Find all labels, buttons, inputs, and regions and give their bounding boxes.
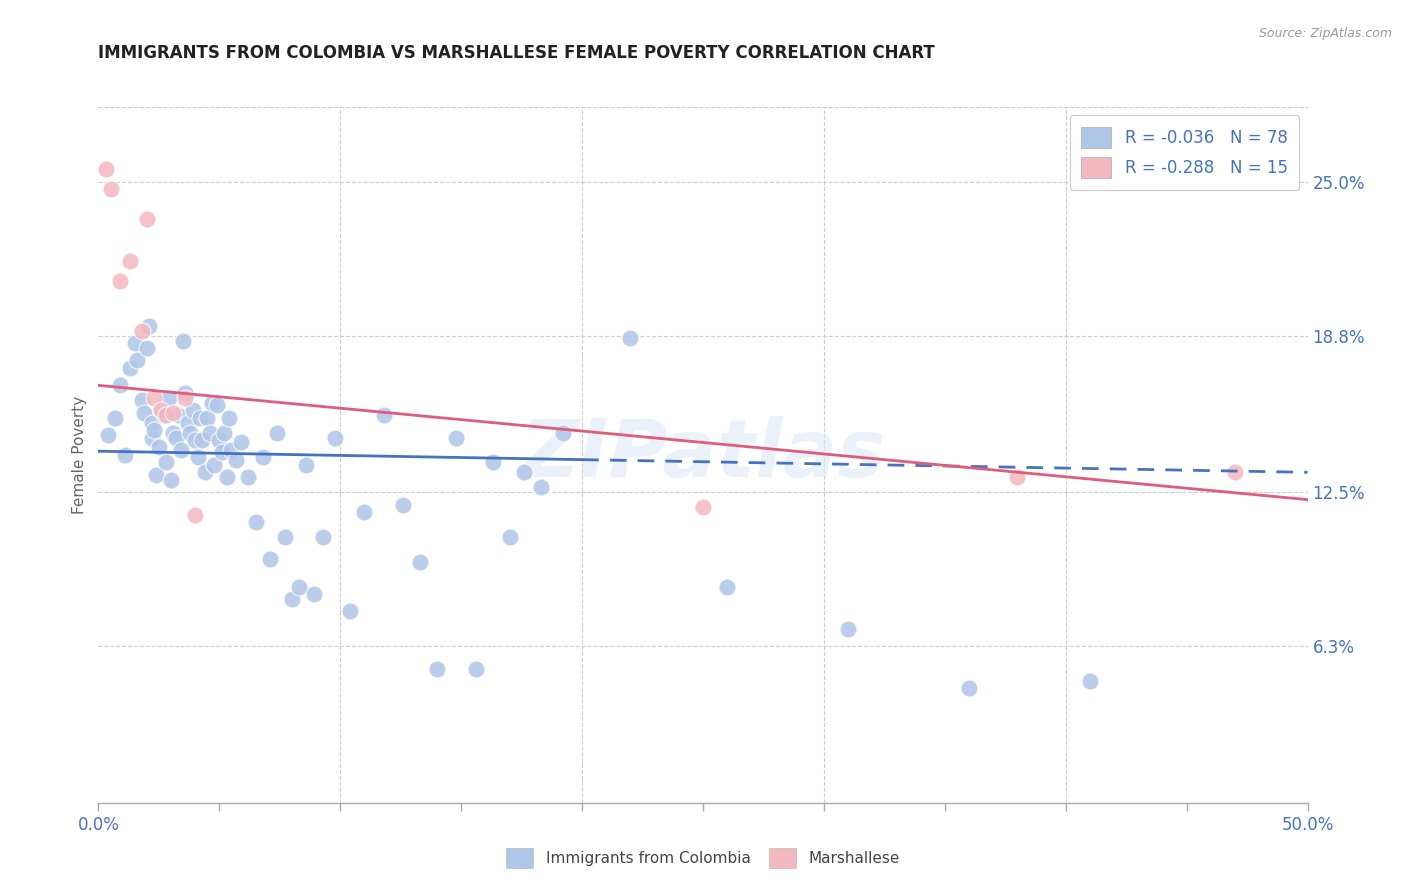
Point <box>211 445 233 459</box>
Point <box>273 530 295 544</box>
Point <box>150 403 173 417</box>
Point <box>150 403 173 417</box>
Point <box>208 433 231 447</box>
Point <box>259 552 281 566</box>
Point <box>409 555 432 569</box>
Point <box>152 408 174 422</box>
Point <box>325 431 347 445</box>
Point <box>145 467 167 482</box>
Point <box>135 211 157 226</box>
Point <box>141 431 163 445</box>
Point <box>104 410 127 425</box>
Y-axis label: Female Poverty: Female Poverty <box>72 396 87 514</box>
Point <box>162 425 184 440</box>
Point <box>148 441 170 455</box>
Point <box>94 162 117 177</box>
Point <box>312 530 335 544</box>
Point <box>302 587 325 601</box>
Point <box>118 254 141 268</box>
Point <box>108 274 131 288</box>
Point <box>530 480 553 494</box>
Point <box>426 662 449 676</box>
Point <box>167 408 190 422</box>
Point <box>339 605 361 619</box>
Point <box>252 450 274 465</box>
Point <box>295 458 318 472</box>
Point <box>281 592 304 607</box>
Point <box>837 622 859 636</box>
Point <box>97 428 120 442</box>
Point <box>194 466 217 480</box>
Point <box>138 318 160 333</box>
Point <box>513 466 536 480</box>
Point <box>100 182 122 196</box>
Point <box>446 431 468 445</box>
Point <box>619 331 641 345</box>
Point <box>225 453 247 467</box>
Text: ZIPatlas: ZIPatlas <box>520 416 886 494</box>
Point <box>498 530 520 544</box>
Point <box>135 341 157 355</box>
Point <box>177 416 200 430</box>
Point <box>218 410 240 425</box>
Point <box>184 433 207 447</box>
Point <box>108 378 131 392</box>
Point <box>124 336 146 351</box>
Point <box>1223 466 1246 480</box>
Point <box>266 425 288 440</box>
Point <box>212 425 235 440</box>
Legend: R = -0.036   N = 78, R = -0.288   N = 15: R = -0.036 N = 78, R = -0.288 N = 15 <box>1070 115 1299 190</box>
Point <box>957 681 980 696</box>
Point <box>127 353 149 368</box>
Point <box>551 425 574 440</box>
Text: Source: ZipAtlas.com: Source: ZipAtlas.com <box>1258 27 1392 40</box>
Point <box>131 393 153 408</box>
Point <box>288 580 311 594</box>
Point <box>229 435 252 450</box>
Point <box>221 442 243 457</box>
Point <box>198 425 221 440</box>
Point <box>184 508 207 522</box>
Point <box>141 416 163 430</box>
Point <box>195 410 218 425</box>
Point <box>143 423 166 437</box>
Point <box>181 403 204 417</box>
Point <box>215 470 238 484</box>
Point <box>187 450 209 465</box>
Point <box>373 408 395 422</box>
Point <box>134 406 156 420</box>
Point <box>131 324 153 338</box>
Point <box>188 410 211 425</box>
Point <box>172 334 194 348</box>
Point <box>169 442 191 457</box>
Point <box>179 425 201 440</box>
Point <box>716 580 738 594</box>
Point <box>238 470 260 484</box>
Text: IMMIGRANTS FROM COLOMBIA VS MARSHALLESE FEMALE POVERTY CORRELATION CHART: IMMIGRANTS FROM COLOMBIA VS MARSHALLESE … <box>98 45 935 62</box>
Point <box>392 498 415 512</box>
Point <box>174 391 197 405</box>
Point <box>157 391 180 405</box>
Point <box>353 505 375 519</box>
Point <box>481 455 503 469</box>
Point <box>165 431 187 445</box>
Legend: Immigrants from Colombia, Marshallese: Immigrants from Colombia, Marshallese <box>498 840 908 875</box>
Point <box>114 448 136 462</box>
Point <box>1007 470 1029 484</box>
Point <box>143 391 166 405</box>
Point <box>245 515 267 529</box>
Point <box>1078 674 1101 689</box>
Point <box>692 500 714 514</box>
Point <box>155 455 177 469</box>
Point <box>160 473 183 487</box>
Point <box>191 433 214 447</box>
Point <box>174 385 197 400</box>
Point <box>464 662 486 676</box>
Point <box>162 406 184 420</box>
Point <box>201 396 224 410</box>
Point <box>118 361 141 376</box>
Point <box>204 458 226 472</box>
Point <box>205 398 228 412</box>
Point <box>155 408 177 422</box>
